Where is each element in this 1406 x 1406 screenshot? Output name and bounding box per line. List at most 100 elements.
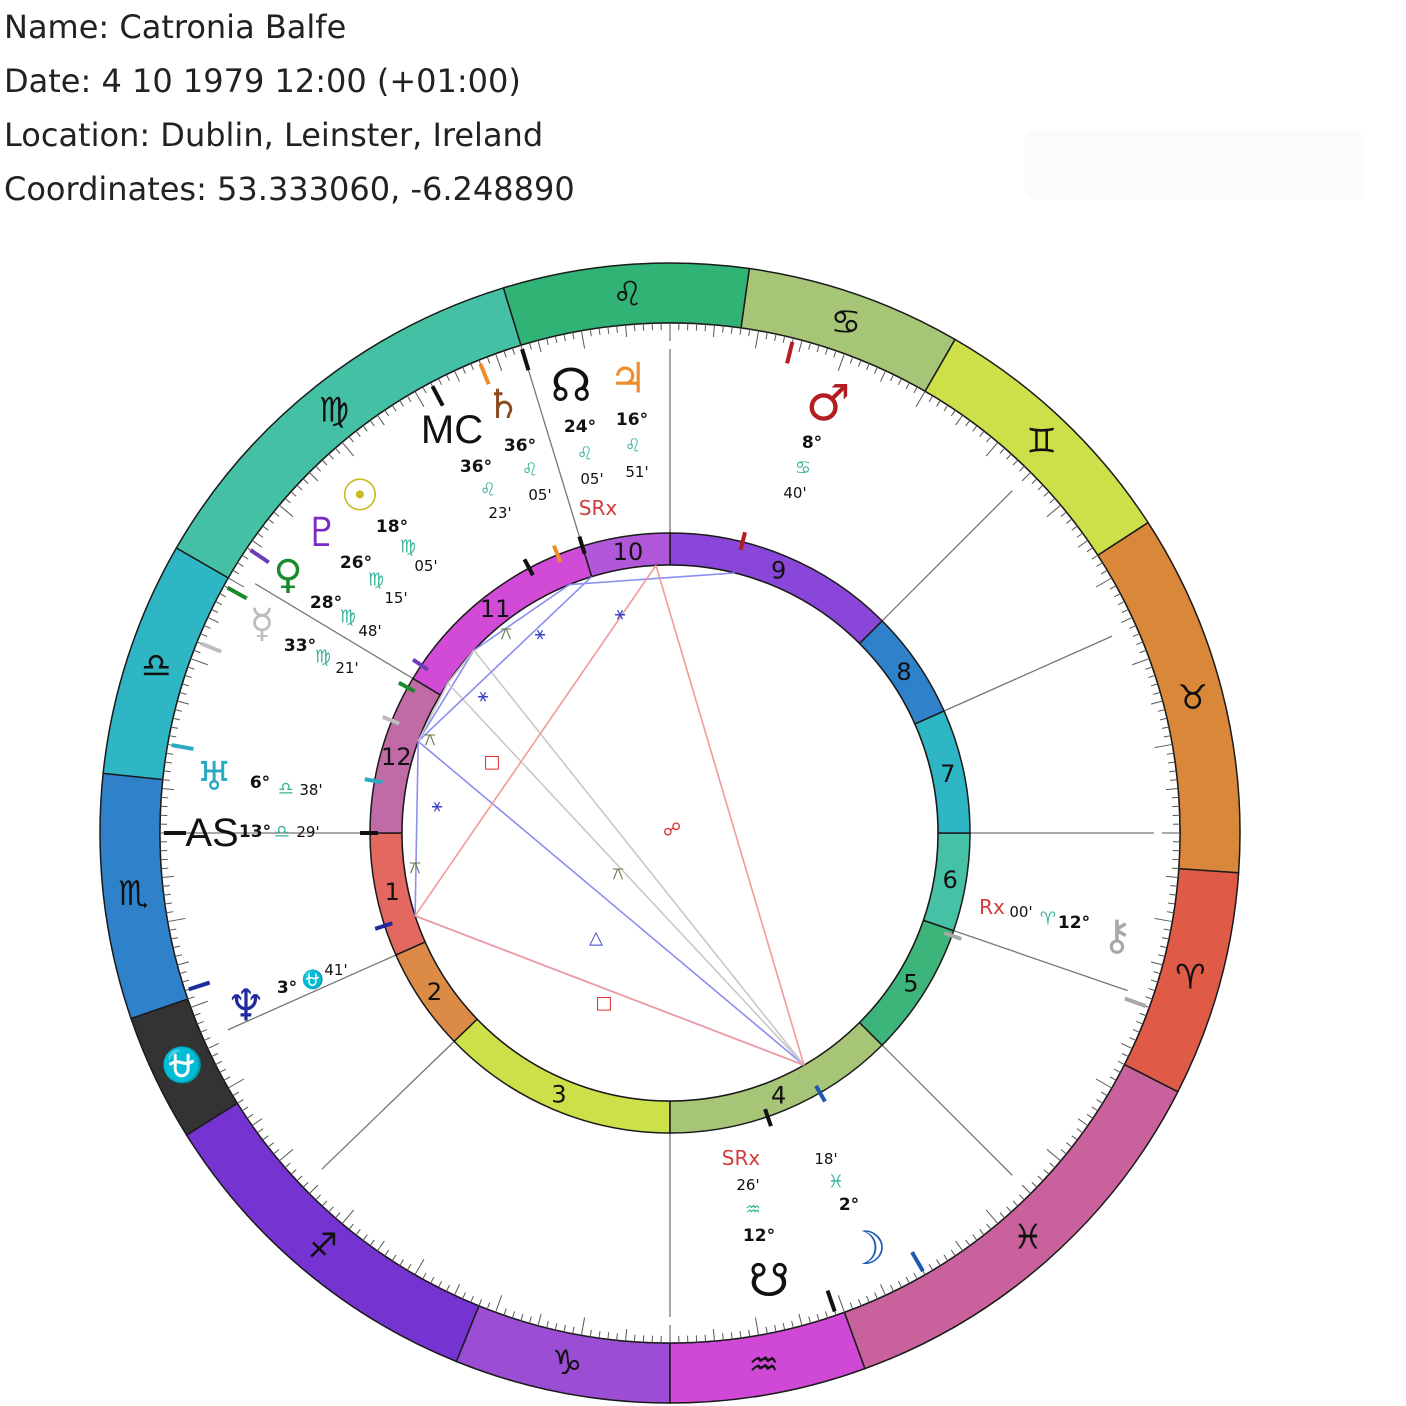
- degree-label: 16°: [616, 410, 648, 430]
- sign-icon: ♌: [480, 480, 496, 501]
- sun-icon: ☉: [340, 471, 379, 522]
- degree-label: 28°: [310, 593, 342, 613]
- sign-icon: ♈: [1040, 909, 1056, 930]
- gemini-icon: ♊: [1026, 421, 1056, 461]
- date-line: Date: 4 10 1979 12:00 (+01:00): [4, 62, 521, 100]
- chiron-placement: ⚷ 12°♈ 00'Rx: [979, 895, 1132, 960]
- moon-icon: ☽: [845, 1221, 886, 1275]
- aspect-symbol-icon: ⚻: [424, 730, 436, 751]
- mercury-icon: ☿: [250, 601, 275, 647]
- location-line: Location: Dublin, Leinster, Ireland: [4, 116, 544, 154]
- neptune-icon: ♆: [226, 981, 265, 1032]
- aspect-symbol-icon: ⚻: [612, 864, 624, 885]
- sign-icon: ♍: [340, 607, 356, 628]
- degree-label: 6°: [250, 773, 270, 793]
- minute-label: 05': [414, 557, 437, 575]
- pluto-placement: ♇26°♍15': [304, 510, 408, 607]
- libra-icon: ♎: [141, 646, 171, 686]
- coordinates-line: Coordinates: 53.333060, -6.248890: [4, 170, 575, 208]
- mc-placement: MC 36° ♌ 23': [421, 408, 512, 522]
- minute-label: 21': [335, 659, 358, 677]
- degree-label: 33°: [284, 636, 316, 656]
- minute-label: 26': [736, 1176, 759, 1194]
- pisces-icon: ♓: [1013, 1217, 1043, 1257]
- chart-header: Name: Catronia Balfe Date: 4 10 1979 12:…: [4, 0, 575, 216]
- minute-label: 38': [299, 781, 322, 799]
- minute-label: 05': [528, 486, 551, 504]
- north-node-icon: ☊: [551, 358, 592, 412]
- sign-icon: ♍: [368, 570, 384, 591]
- minute-label: 23': [488, 504, 511, 522]
- house-number: 1: [385, 878, 400, 906]
- aquarius-icon: ♒: [749, 1345, 779, 1385]
- aspect-symbol-icon: ⚹: [615, 604, 626, 625]
- house-number: 8: [896, 658, 911, 686]
- mercury-placement: ☿ 33° ♍ 21': [250, 601, 359, 677]
- virgo-icon: ♍: [319, 390, 349, 430]
- degree-label: 3°: [277, 978, 297, 998]
- jupiter-placement: ♃ 16° ♌ 51': [609, 354, 648, 482]
- aspect-symbol-icon: ⚻: [500, 624, 512, 645]
- minute-label: 48': [358, 622, 381, 640]
- venus-placement: ♀28°♍48': [273, 552, 381, 640]
- south-node-icon: ☋: [749, 1253, 790, 1307]
- aries-icon: ♈: [1175, 957, 1205, 997]
- minute-label: 05': [580, 470, 603, 488]
- house-number: 10: [613, 538, 644, 566]
- south-node-placement: ☋ 12° ♒ 26' SRx: [722, 1146, 790, 1307]
- sign-icon: ⛎: [302, 969, 324, 991]
- capricorn-icon: ♑: [552, 1343, 582, 1383]
- name-line: Name: Catronia Balfe: [4, 8, 347, 46]
- sign-icon: ♍: [400, 537, 416, 558]
- minute-label: 41': [324, 961, 347, 979]
- house-number: 5: [903, 969, 918, 997]
- retrograde-label: SRx: [579, 496, 618, 520]
- venus-icon: ♀: [273, 552, 302, 598]
- chiron-icon: ⚷: [1102, 911, 1133, 960]
- mc-label: MC: [421, 408, 483, 452]
- sign-icon: ♎: [278, 779, 294, 800]
- house-number: 11: [480, 595, 511, 623]
- pluto-icon: ♇: [304, 510, 340, 556]
- cancer-icon: ♋: [831, 302, 861, 342]
- sign-icon: ♎: [274, 822, 290, 843]
- ascendant-label: AS: [185, 811, 238, 855]
- degree-label: 18°: [376, 517, 408, 537]
- degree-label: 24°: [564, 417, 596, 437]
- minute-label: 29': [296, 823, 319, 841]
- minute-label: 15': [384, 589, 407, 607]
- sign-icon: ♋: [795, 458, 811, 479]
- aspect-symbol-icon: ⚻: [409, 858, 421, 879]
- saturn-placement: ♄ 36° ♌ 05': [485, 382, 552, 504]
- saturn-icon: ♄: [485, 382, 521, 428]
- ascendant-placement: AS 13° ♎ 29': [185, 811, 319, 855]
- aspect-lines: [414, 564, 805, 1066]
- mars-placement: ♂8° ♋ 40': [783, 374, 850, 502]
- house-number: 3: [551, 1080, 566, 1108]
- aspect-symbol-icon: □: [483, 752, 500, 773]
- minute-label: 18': [814, 1150, 837, 1168]
- aspect-symbol-icon: ⚹: [432, 796, 443, 817]
- degree-label: 26°: [340, 553, 372, 573]
- house-number: 6: [942, 866, 957, 894]
- degree-label: 12°: [743, 1226, 775, 1246]
- scorpio-icon: ♏: [118, 874, 148, 914]
- house-number: 7: [940, 760, 955, 788]
- minute-label: 40': [783, 484, 806, 502]
- sign-icon: ♓: [828, 1172, 844, 1193]
- aspect-symbol-icon: △: [589, 928, 603, 949]
- degree-label: 2°: [839, 1195, 859, 1215]
- house-number: 9: [771, 557, 786, 585]
- sign-icon: ♒: [745, 1200, 761, 1221]
- house-number: 2: [427, 978, 442, 1006]
- sign-icon: ♌: [522, 460, 538, 481]
- aspect-symbol-icon: □: [595, 993, 612, 1014]
- aspect-area: [401, 564, 939, 1102]
- degree-label: 8°: [802, 433, 822, 453]
- degree-label: 36°: [460, 457, 492, 477]
- house-number: 4: [771, 1081, 786, 1109]
- position-markers: [164, 341, 1147, 1313]
- minute-label: 51': [625, 463, 648, 481]
- sagittarius-icon: ♐: [308, 1227, 338, 1267]
